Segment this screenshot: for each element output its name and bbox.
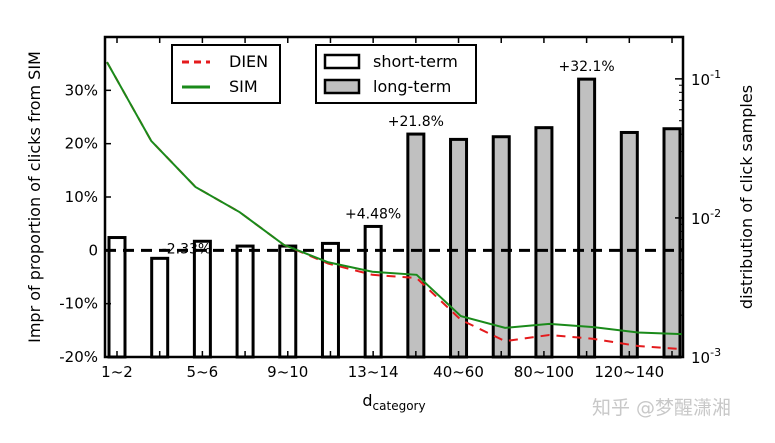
bar-long-term <box>449 137 469 359</box>
bar-long-term <box>534 126 554 359</box>
x-tick-label: 1~2 <box>101 363 133 381</box>
bar-short-term <box>107 236 127 359</box>
x-axis-label: dcategory <box>362 391 425 413</box>
line-sim <box>106 61 683 336</box>
y-axis-label: Impr of proportion of clicks from SIM <box>25 51 44 343</box>
x-tick-label: 5~6 <box>187 363 219 381</box>
legend-dien-label: DIEN <box>229 52 268 71</box>
bar-long-term <box>491 135 511 359</box>
y2-tick-exponent: -3 <box>710 346 721 359</box>
y2-tick-label: 10-3 <box>691 346 721 367</box>
annotations-group: -2.33% +4.48% +21.8% +32.1% <box>162 59 615 257</box>
legend-sim-label: SIM <box>229 77 258 96</box>
bar-legend: short-term long-term <box>315 44 477 104</box>
y-tick-label: 30% <box>65 81 98 99</box>
x-tick-label: 9~10 <box>267 363 308 381</box>
line-legend: DIEN SIM <box>171 44 281 104</box>
legend-long-label: long-term <box>373 77 451 96</box>
x-axis-label-sub: category <box>373 399 426 413</box>
lines-group <box>106 61 683 351</box>
bar-short-term <box>235 244 255 359</box>
legend-long-swatch <box>323 78 361 95</box>
bar-annotation: +32.1% <box>559 59 615 75</box>
watermark: 知乎 @梦醒潇湘 <box>592 397 731 419</box>
bar-annotation: +21.8% <box>388 114 444 130</box>
y-tick-label: -10% <box>59 295 98 313</box>
bar-short-term <box>192 239 212 359</box>
bar-long-term <box>406 132 426 359</box>
x-tick-label: 13~14 <box>348 363 399 381</box>
legend-short-label: short-term <box>373 52 458 71</box>
bar-short-term <box>363 224 383 359</box>
bar-short-term <box>150 256 170 359</box>
x-tick-label: 40~60 <box>433 363 484 381</box>
legend-short-swatch <box>323 53 361 70</box>
ticks-group: -20% -10% 0 10% 20% 30% 10-3 10-2 10-1 1~2 5~6 9~10… <box>59 36 721 381</box>
y2-axis-label: distribution of click samples <box>737 85 756 309</box>
x-tick-label: 120~140 <box>594 363 664 381</box>
y2-tick-exponent: -1 <box>710 68 721 81</box>
bar-annotation: +4.48% <box>345 206 401 222</box>
bar-annotation: -2.33% <box>162 241 212 257</box>
bar-long-term <box>619 130 639 359</box>
y-tick-label: -20% <box>59 348 98 366</box>
bar-long-term <box>577 77 597 359</box>
bar-long-term <box>662 127 682 359</box>
y-tick-label: 10% <box>65 188 98 206</box>
y-tick-label: 0 <box>88 241 98 259</box>
x-axis-label-main: d <box>362 391 372 410</box>
y2-tick-label: 10-1 <box>691 68 721 89</box>
bar-short-term <box>278 244 298 359</box>
y-tick-label: 20% <box>65 135 98 153</box>
x-tick-label: 80~100 <box>514 363 574 381</box>
y2-tick-label: 10-2 <box>691 207 721 228</box>
y2-tick-exponent: -2 <box>710 207 721 220</box>
